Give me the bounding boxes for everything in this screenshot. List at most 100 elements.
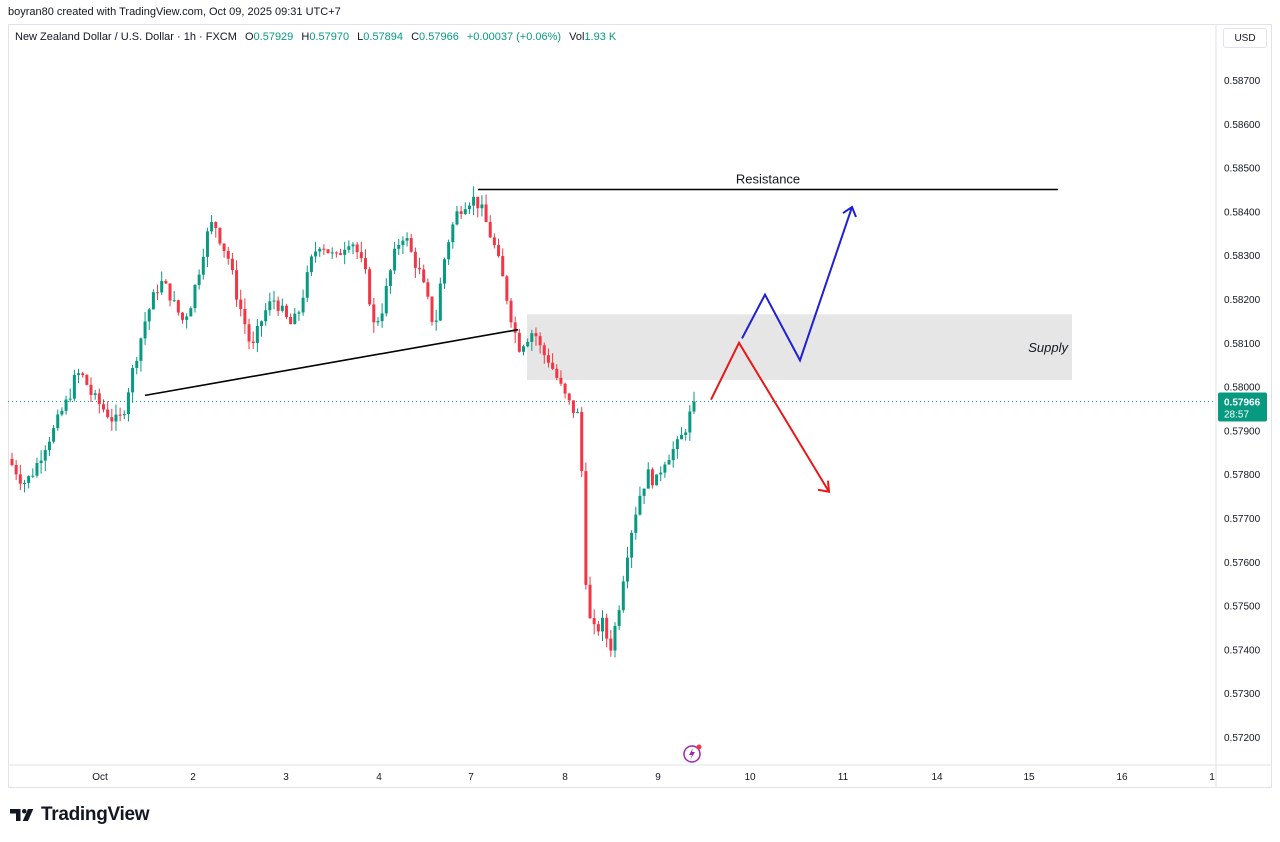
candle-body [447, 242, 451, 260]
candle-body [684, 432, 688, 435]
close-label: C [411, 31, 420, 43]
candle-body [110, 417, 114, 422]
candle-body [56, 414, 60, 429]
price-tag-value: 0.57966 [1224, 397, 1261, 408]
chart-grid [8, 24, 1272, 788]
candle-body [530, 333, 534, 342]
candle-body [60, 410, 64, 415]
y-tick-label: 0.58400 [1224, 207, 1261, 218]
candle-body [663, 464, 667, 473]
candle-body [467, 205, 471, 210]
y-tick-label: 0.58100 [1224, 339, 1261, 350]
candle-body [284, 305, 288, 317]
low-value: 0.57894 [363, 31, 404, 43]
x-tick-label: 16 [1116, 772, 1128, 783]
candle-body [405, 238, 409, 241]
candle-body [339, 253, 343, 255]
x-tick-label: Oct [92, 772, 108, 783]
candle-body [484, 204, 488, 223]
candle-body [322, 248, 326, 250]
candle-body [10, 458, 14, 465]
candle-body [667, 460, 671, 465]
candle-body [131, 367, 135, 393]
candle-body [68, 398, 72, 400]
tradingview-logo-icon [10, 809, 34, 821]
x-tick-label: 9 [655, 772, 661, 783]
currency-selector[interactable]: USD [1223, 28, 1267, 48]
y-tick-label: 0.58500 [1224, 164, 1261, 175]
candle-body [176, 300, 180, 313]
candle-body [81, 373, 85, 376]
candle-body [526, 341, 530, 347]
candle-body [210, 222, 214, 232]
candle-body [255, 326, 259, 344]
y-tick-label: 0.57500 [1224, 602, 1261, 613]
candle-body [251, 341, 255, 344]
candle-body [268, 301, 272, 311]
candle-body [226, 251, 230, 259]
candle-body [181, 312, 184, 320]
candle-body [355, 244, 359, 253]
lightning-icon[interactable] [683, 744, 702, 763]
candle-body [625, 557, 629, 582]
price-tag-countdown: 28:57 [1224, 409, 1249, 420]
supply-zone [527, 314, 1072, 381]
y-tick-label: 0.57300 [1224, 689, 1261, 700]
candle-body [492, 237, 496, 246]
candle-body [692, 401, 696, 412]
candle-body [193, 285, 197, 309]
candle-body [497, 245, 501, 257]
candle-body [380, 313, 384, 322]
tradingview-brand[interactable]: TradingView [10, 804, 150, 826]
candle-body [393, 248, 397, 271]
chart-legend: New Zealand Dollar / U.S. Dollar · 1h · … [15, 31, 616, 43]
candle-body [272, 300, 276, 302]
y-tick-label: 0.58000 [1224, 383, 1261, 394]
candle-body [609, 638, 613, 651]
candle-body [517, 332, 521, 352]
y-tick-label: 0.57900 [1224, 426, 1261, 437]
bullish-arrowhead [842, 205, 857, 218]
candle-body [77, 373, 81, 375]
open-label: O [244, 31, 254, 43]
x-tick-label: 11 [838, 772, 849, 783]
candle-body [14, 464, 18, 475]
x-tick-label: 3 [283, 772, 289, 783]
candle-body [538, 336, 542, 346]
candle-body [642, 488, 646, 496]
candle-body [372, 304, 376, 323]
close-value: 0.57966 [419, 31, 459, 43]
y-tick-label: 0.57400 [1224, 645, 1261, 656]
candle-body [542, 345, 546, 356]
y-tick-label: 0.57700 [1224, 514, 1261, 525]
candle-body [480, 204, 484, 209]
y-tick-label: 0.58300 [1224, 251, 1261, 262]
candle-body [147, 309, 151, 322]
candle-body [334, 252, 338, 254]
candle-body [621, 581, 625, 611]
candle-body [139, 338, 143, 361]
candle-body [434, 320, 438, 322]
candle-body [164, 280, 168, 284]
y-tick-label: 0.58600 [1224, 120, 1261, 131]
candle-body [442, 259, 446, 284]
symbol-title[interactable]: New Zealand Dollar / U.S. Dollar · 1h · … [15, 31, 237, 43]
candle-body [172, 300, 176, 302]
candle-body [247, 324, 251, 342]
candle-body [592, 618, 596, 625]
candle-body [476, 196, 480, 209]
candle-body [584, 471, 588, 585]
x-tick-label: 4 [376, 772, 382, 783]
y-tick-label: 0.58200 [1224, 295, 1261, 306]
bearish-arrowhead [817, 480, 831, 493]
candle-body [205, 231, 209, 257]
candle-body [189, 308, 193, 317]
candle-body [650, 469, 654, 486]
chart-frame [8, 24, 1272, 788]
price-axis: 0.58700 0.58600 0.58500 0.58400 0.58300 0.582… [1224, 76, 1261, 744]
high-value: 0.57970 [309, 31, 350, 43]
candle-body [47, 441, 51, 451]
candle-body [655, 474, 659, 486]
resistance-label: Resistance [736, 172, 800, 187]
